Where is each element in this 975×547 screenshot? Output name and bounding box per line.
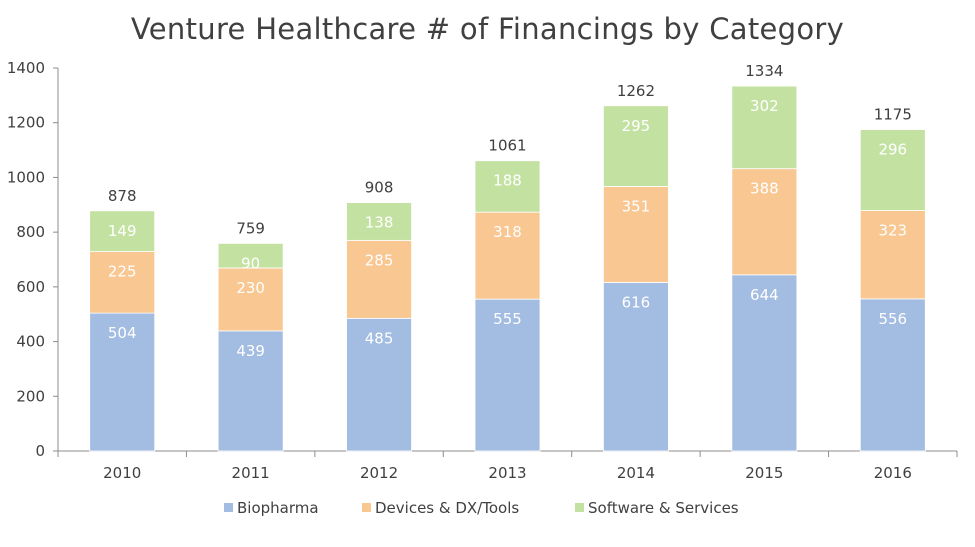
y-tick-label: 200: [16, 387, 45, 405]
segment-label: 285: [365, 251, 394, 269]
segment-label: 149: [108, 222, 137, 240]
bar-segment: [89, 312, 156, 452]
x-tick-label: 2012: [360, 464, 398, 482]
chart-data-labels: 504 225 149 878 2010 439 230 90 759 2011 485 285 138…: [103, 62, 912, 482]
bar-segment: [346, 239, 412, 319]
bar-segment: [731, 168, 798, 276]
legend-label: Devices & DX/Tools: [375, 499, 519, 517]
x-tick-label: 2010: [103, 464, 141, 482]
legend-swatch: [224, 503, 233, 512]
bar-segment: [859, 298, 926, 452]
chart-bars: [89, 85, 926, 452]
x-tick-label: 2013: [488, 464, 526, 482]
bar-segment: [731, 274, 798, 452]
y-tick-label: 600: [16, 278, 45, 296]
segment-label: 138: [365, 214, 394, 232]
bar-segment: [603, 282, 669, 452]
segment-label: 485: [365, 329, 394, 347]
segment-label: 644: [750, 286, 779, 304]
total-label: 1262: [617, 82, 655, 100]
segment-label: 225: [108, 263, 137, 281]
segment-label: 323: [878, 222, 907, 240]
segment-label: 296: [878, 141, 907, 159]
total-label: 759: [236, 219, 265, 237]
legend-label: Software & Services: [588, 499, 739, 517]
y-tick-label: 400: [16, 333, 45, 351]
segment-label: 616: [622, 293, 651, 311]
total-label: 878: [108, 187, 137, 205]
bar-segment: [859, 129, 926, 211]
segment-label: 188: [493, 172, 522, 190]
x-tick-label: 2011: [232, 464, 270, 482]
chart-title: Venture Healthcare # of Financings by Ca…: [130, 12, 845, 46]
bar-segment: [346, 317, 412, 452]
bar-segment: [474, 298, 541, 452]
segment-label: 504: [108, 324, 137, 342]
segment-label: 295: [622, 117, 651, 135]
segment-label: 439: [236, 342, 265, 360]
segment-label: 555: [493, 310, 522, 328]
bar-segment: [89, 251, 156, 314]
y-tick-label: 1400: [7, 59, 45, 77]
legend-swatch: [575, 503, 584, 512]
bar-segment: [217, 267, 284, 332]
y-tick-label: 800: [16, 223, 45, 241]
legend-swatch: [362, 503, 371, 512]
bar-segment: [731, 85, 798, 170]
y-tick-label: 0: [35, 442, 45, 460]
bar-segment: [217, 242, 284, 269]
segment-label: 388: [750, 180, 779, 198]
y-tick-label: 1000: [7, 168, 45, 186]
bar-segment: [474, 160, 541, 213]
x-tick-label: 2016: [874, 464, 912, 482]
bar-segment: [603, 186, 669, 283]
total-label: 1334: [745, 62, 783, 80]
segment-label: 351: [622, 197, 651, 215]
bar-segment: [346, 202, 412, 241]
total-label: 908: [365, 179, 394, 197]
bar-segment: [603, 105, 669, 187]
total-label: 1175: [874, 106, 912, 124]
segment-label: 90: [241, 254, 260, 272]
segment-label: 302: [750, 97, 779, 115]
legend-label: Biopharma: [237, 499, 319, 517]
segment-label: 318: [493, 223, 522, 241]
x-tick-label: 2015: [745, 464, 783, 482]
total-label: 1061: [488, 137, 526, 155]
segment-label: 230: [236, 279, 265, 297]
chart-legend: Biopharma Devices & DX/Tools Software & Se…: [224, 499, 739, 517]
y-tick-label: 1200: [7, 114, 45, 132]
bar-segment: [89, 210, 156, 252]
bar-segment: [217, 330, 284, 452]
segment-label: 556: [878, 310, 907, 328]
x-tick-label: 2014: [617, 464, 655, 482]
bar-segment: [474, 211, 541, 300]
